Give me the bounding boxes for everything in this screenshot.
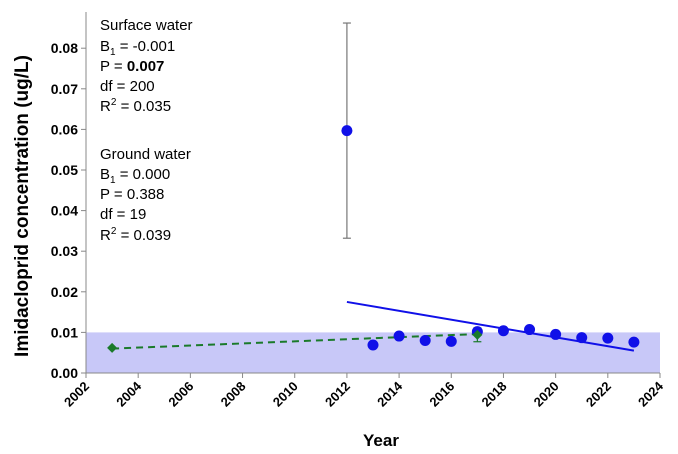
data-point [393, 330, 405, 342]
data-point [445, 335, 457, 347]
ground-water-df: df = 19 [100, 206, 146, 223]
threshold-band [86, 332, 660, 373]
trendline-layer [112, 300, 635, 352]
data-point [576, 332, 588, 344]
x-tick-label: 2010 [270, 379, 301, 410]
y-tick-label: 0.07 [51, 81, 78, 97]
ground-water-title: Ground water [100, 146, 191, 163]
y-tick-label: 0.08 [51, 40, 78, 56]
x-tick-label: 2024 [635, 378, 667, 410]
y-tick-label: 0.06 [51, 121, 78, 137]
x-tick-label: 2016 [426, 379, 457, 410]
data-point [341, 125, 353, 137]
x-tick-label: 2004 [113, 378, 145, 410]
data-point [524, 324, 536, 336]
ground-water-r2: R2 = 0.039 [100, 226, 171, 244]
surface-water-df: df = 200 [100, 78, 155, 95]
y-tick-label: 0.02 [51, 284, 78, 300]
x-tick-label: 2022 [583, 379, 614, 410]
y-tick-label: 0.04 [51, 203, 78, 219]
surface-water-b1: B1 = -0.001 [100, 38, 175, 58]
ground-water-p: P = 0.388 [100, 186, 164, 203]
data-point [602, 332, 614, 344]
data-point [107, 342, 118, 353]
data-point [367, 339, 379, 351]
y-tick-label: 0.05 [51, 162, 78, 178]
ground-water-b1: B1 = 0.000 [100, 166, 170, 186]
data-point [550, 328, 562, 340]
ground-water-stats: Ground water B1 = 0.000 P = 0.388 df = 1… [100, 146, 191, 244]
error-bar-layer [342, 22, 482, 343]
surface-water-title: Surface water [100, 17, 193, 34]
data-point [419, 335, 431, 347]
data-point [497, 325, 509, 337]
y-tick-label: 0.00 [51, 365, 78, 381]
x-tick-label: 2020 [531, 379, 562, 410]
surface-water-p: P = 0.007 [100, 58, 164, 75]
x-tick-label: 2006 [165, 379, 196, 410]
series-1-trendline [112, 333, 478, 350]
x-tick-label: 2012 [322, 379, 353, 410]
y-axis-title: Imidacloprid concentration (ug/L) [12, 55, 33, 357]
x-tick-label: 2008 [218, 379, 249, 410]
data-point-layer [107, 125, 640, 353]
surface-water-stats: Surface water B1 = -0.001 P = 0.007 df =… [100, 17, 193, 115]
x-axis-title: Year [363, 431, 399, 449]
series-0-trendline [346, 300, 635, 352]
x-tick-label: 2018 [479, 379, 510, 410]
data-point [472, 329, 483, 340]
x-tick-label: 2014 [374, 378, 406, 410]
threshold-band-layer [86, 332, 660, 373]
y-tick-label: 0.01 [51, 324, 78, 340]
y-tick-label: 0.03 [51, 243, 78, 259]
surface-water-r2: R2 = 0.035 [100, 97, 171, 115]
axes-layer [81, 12, 661, 378]
data-point [628, 336, 640, 348]
x-tick-label: 2002 [61, 379, 92, 410]
